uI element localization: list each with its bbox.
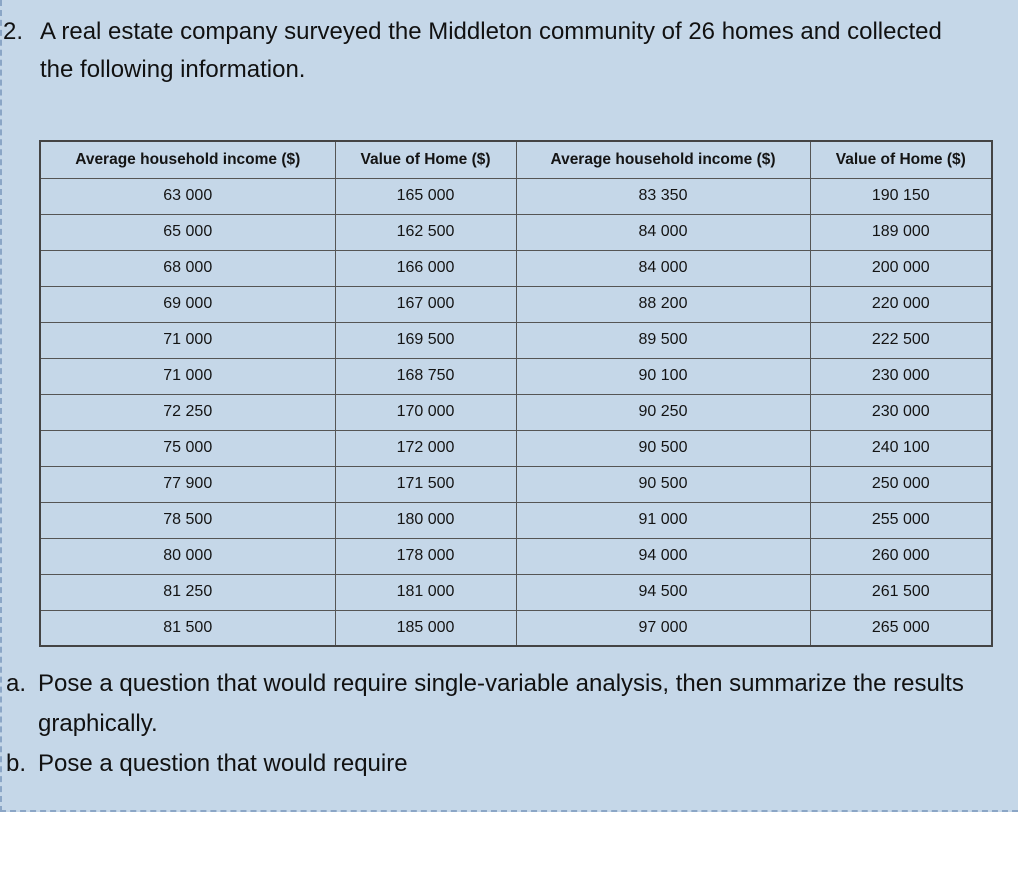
table-cell: 65 000 bbox=[39, 213, 336, 251]
table-cell: 90 100 bbox=[515, 357, 811, 395]
table-cell: 255 000 bbox=[809, 501, 993, 539]
table-row: 63 000 165 000 83 350 190 150 bbox=[39, 177, 993, 215]
table-cell: 167 000 bbox=[334, 285, 517, 323]
table-cell: 71 000 bbox=[39, 357, 336, 395]
subquestion-a-label: a. bbox=[6, 670, 27, 697]
table-cell: 171 500 bbox=[334, 465, 517, 503]
table-cell: 83 350 bbox=[515, 177, 811, 215]
table-cell: 230 000 bbox=[809, 393, 993, 431]
table-row: 77 900 171 500 90 500 250 000 bbox=[39, 465, 993, 503]
worksheet-region: 2. A real estate company surveyed the Mi… bbox=[0, 0, 1018, 812]
table-cell: 78 500 bbox=[39, 501, 336, 539]
table-cell: 94 500 bbox=[515, 573, 811, 611]
table-cell: 75 000 bbox=[39, 429, 336, 467]
table-cell: 166 000 bbox=[334, 249, 517, 287]
table-cell: 222 500 bbox=[809, 321, 993, 359]
table-row: 71 000 169 500 89 500 222 500 bbox=[39, 321, 993, 359]
table-cell: 185 000 bbox=[334, 609, 517, 647]
table-cell: 181 000 bbox=[334, 573, 517, 611]
table-cell: 97 000 bbox=[515, 609, 811, 647]
table-cell: 71 000 bbox=[39, 321, 336, 359]
table-cell: 265 000 bbox=[809, 609, 993, 647]
table-row: 81 250 181 000 94 500 261 500 bbox=[39, 573, 993, 611]
table-cell: 189 000 bbox=[809, 213, 993, 251]
subquestion-a-text: Pose a question that would require singl… bbox=[38, 670, 964, 737]
subquestion-a: a. Pose a question that would require si… bbox=[2, 664, 1018, 744]
table-cell: 169 500 bbox=[334, 321, 517, 359]
table-cell: 69 000 bbox=[39, 285, 336, 323]
subquestion-b-label: b. bbox=[6, 750, 27, 777]
table-row: 81 500 185 000 97 000 265 000 bbox=[39, 609, 993, 647]
table-cell: 81 500 bbox=[39, 609, 336, 647]
table-cell: 165 000 bbox=[334, 177, 517, 215]
table-cell: 172 000 bbox=[334, 429, 517, 467]
table-row: 65 000 162 500 84 000 189 000 bbox=[39, 213, 993, 251]
table-row: 75 000 172 000 90 500 240 100 bbox=[39, 429, 993, 467]
table-cell: 190 150 bbox=[809, 177, 993, 215]
table-cell: 261 500 bbox=[809, 573, 993, 611]
table-row: 78 500 180 000 91 000 255 000 bbox=[39, 501, 993, 539]
table-cell: 170 000 bbox=[334, 393, 517, 431]
subquestion-b-text: Pose a question that would require bbox=[38, 750, 408, 777]
table-row: 68 000 166 000 84 000 200 000 bbox=[39, 249, 993, 287]
subquestions: a. Pose a question that would require si… bbox=[2, 664, 1018, 784]
table-row: 71 000 168 750 90 100 230 000 bbox=[39, 357, 993, 395]
question-number: 2. bbox=[3, 18, 24, 45]
table-cell: 240 100 bbox=[809, 429, 993, 467]
data-table: Average household income ($) Value of Ho… bbox=[39, 140, 993, 647]
table-cell: 94 000 bbox=[515, 537, 811, 575]
table-row: 72 250 170 000 90 250 230 000 bbox=[39, 393, 993, 431]
table-cell: 68 000 bbox=[39, 249, 336, 287]
table-cell: 84 000 bbox=[515, 249, 811, 287]
table-cell: 88 200 bbox=[515, 285, 811, 323]
table-cell: 178 000 bbox=[334, 537, 517, 575]
table-cell: 80 000 bbox=[39, 537, 336, 575]
table-cell: 162 500 bbox=[334, 213, 517, 251]
column-header-income-right: Average household income ($) bbox=[515, 140, 811, 179]
table-row: 80 000 178 000 94 000 260 000 bbox=[39, 537, 993, 575]
table-cell: 90 500 bbox=[515, 429, 811, 467]
subquestion-b: b. Pose a question that would require bbox=[2, 744, 1018, 784]
question-block: 2. A real estate company surveyed the Mi… bbox=[2, 0, 1018, 89]
table-cell: 200 000 bbox=[809, 249, 993, 287]
table-cell: 250 000 bbox=[809, 465, 993, 503]
table-cell: 84 000 bbox=[515, 213, 811, 251]
table-row: 69 000 167 000 88 200 220 000 bbox=[39, 285, 993, 323]
table-cell: 90 500 bbox=[515, 465, 811, 503]
column-header-value-right: Value of Home ($) bbox=[809, 140, 993, 179]
table-cell: 90 250 bbox=[515, 393, 811, 431]
table-cell: 63 000 bbox=[39, 177, 336, 215]
table-cell: 77 900 bbox=[39, 465, 336, 503]
column-header-value-left: Value of Home ($) bbox=[334, 140, 517, 179]
table-cell: 168 750 bbox=[334, 357, 517, 395]
table-cell: 89 500 bbox=[515, 321, 811, 359]
table-header-row: Average household income ($) Value of Ho… bbox=[39, 140, 993, 179]
table-cell: 72 250 bbox=[39, 393, 336, 431]
table-cell: 91 000 bbox=[515, 501, 811, 539]
column-header-income-left: Average household income ($) bbox=[39, 140, 336, 179]
table-cell: 230 000 bbox=[809, 357, 993, 395]
table-cell: 81 250 bbox=[39, 573, 336, 611]
question-text: A real estate company surveyed the Middl… bbox=[40, 18, 942, 83]
table-cell: 260 000 bbox=[809, 537, 993, 575]
table-cell: 220 000 bbox=[809, 285, 993, 323]
table-cell: 180 000 bbox=[334, 501, 517, 539]
